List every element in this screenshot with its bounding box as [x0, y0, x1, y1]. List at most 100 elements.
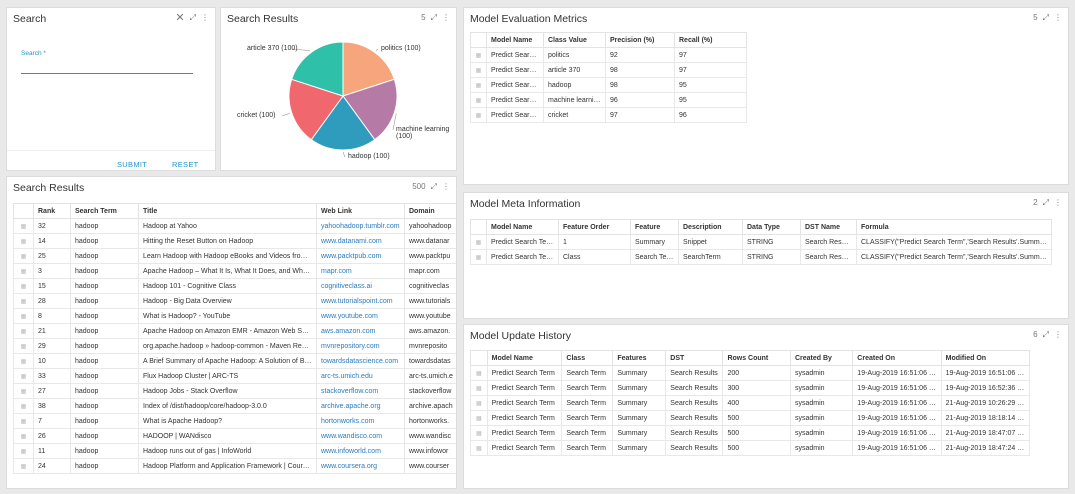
web-link[interactable]: archive.apache.org — [321, 402, 381, 410]
more-options-icon[interactable]: ⋮ — [201, 13, 209, 22]
row-select-handle[interactable]: ▦ — [13, 368, 34, 384]
web-link[interactable]: www.infoworld.com — [321, 447, 381, 455]
row-select-handle[interactable]: ▦ — [13, 383, 34, 399]
row-select-handle[interactable]: ▦ — [13, 278, 34, 294]
table-row[interactable]: ▦ Predict Search Term 1 Summary Snippet STRIN… — [470, 234, 1052, 250]
pie-slice[interactable] — [342, 41, 395, 97]
table-row[interactable]: ▦ 25 hadoop Learn Hadoop with Hadoop eBooks… — [13, 248, 456, 264]
table-row[interactable]: ▦ Predict Search Term Search Term Summary Se… — [470, 380, 1031, 396]
expand-icon[interactable]: ⤢ — [430, 13, 437, 22]
web-link[interactable]: www.tutorialspoint.com — [321, 297, 393, 305]
column-header[interactable]: Model Name — [486, 32, 544, 48]
table-row[interactable]: ▦ 7 hadoop What is Apache Hadoop? hortonwork… — [13, 413, 456, 429]
row-select-handle[interactable]: ▦ — [470, 62, 487, 78]
column-header[interactable]: Search Term — [70, 203, 139, 219]
table-row[interactable]: ▦ 24 hadoop Hadoop Platform and Application… — [13, 458, 456, 474]
table-row[interactable]: ▦ 10 hadoop A Brief Summary of Apache Hadoo… — [13, 353, 456, 369]
row-select-handle[interactable]: ▦ — [13, 248, 34, 264]
expand-icon[interactable]: ⤢ — [189, 13, 196, 22]
column-header[interactable]: Model Name — [486, 219, 559, 235]
submit-button[interactable]: SUBMIT — [117, 160, 148, 169]
web-link[interactable]: mvnrepository.com — [321, 342, 380, 350]
web-link[interactable]: www.youtube.com — [321, 312, 378, 320]
expand-icon[interactable]: ⤢ — [1042, 330, 1049, 339]
web-link[interactable]: hortonworks.com — [321, 417, 375, 425]
search-input[interactable] — [21, 60, 193, 74]
row-select-handle[interactable]: ▦ — [470, 249, 487, 265]
column-header[interactable]: Web Link — [316, 203, 405, 219]
web-link[interactable]: stackoverflow.com — [321, 387, 379, 395]
table-row[interactable]: ▦ 8 hadoop What is Hadoop? - YouTube www.you… — [13, 308, 456, 324]
table-row[interactable]: ▦ 11 hadoop Hadoop runs out of gas | InfoWo… — [13, 443, 456, 459]
table-row[interactable]: ▦ Predict Search Term Search Term Summary Se… — [470, 365, 1031, 381]
row-select-handle[interactable]: ▦ — [13, 413, 34, 429]
table-row[interactable]: ▦ 33 hadoop Flux Hadoop Cluster | ARC-TS arc… — [13, 368, 456, 384]
table-row[interactable]: ▦Predict Search Termhadoop9895 — [470, 77, 747, 93]
more-options-icon[interactable]: ⋮ — [442, 13, 450, 22]
row-select-handle[interactable]: ▦ — [470, 365, 488, 381]
column-header[interactable]: Title — [138, 203, 317, 219]
table-row[interactable]: ▦ 14 hadoop Hitting the Reset Button on Had… — [13, 233, 456, 249]
row-select-handle[interactable]: ▦ — [13, 398, 34, 414]
more-options-icon[interactable]: ⋮ — [442, 182, 450, 191]
web-link[interactable]: www.wandisco.com — [321, 432, 383, 440]
table-row[interactable]: ▦ 28 hadoop Hadoop - Big Data Overview www.t… — [13, 293, 456, 309]
table-row[interactable]: ▦ 29 hadoop org.apache.hadoop » hadoop-comm… — [13, 338, 456, 354]
row-select-handle[interactable]: ▦ — [13, 218, 34, 234]
column-header[interactable]: Modified On — [940, 350, 1031, 366]
column-header[interactable]: Class Value — [543, 32, 606, 48]
column-header[interactable]: Class — [561, 350, 614, 366]
table-row[interactable]: ▦ Predict Search Term Search Term Summary Se… — [470, 425, 1031, 441]
column-header[interactable]: Formula — [856, 219, 1052, 235]
table-row[interactable]: ▦Predict Search Termpolitics9297 — [470, 47, 747, 63]
table-row[interactable]: ▦ 27 hadoop Hadoop Jobs - Stack Overflow sta… — [13, 383, 456, 399]
table-row[interactable]: ▦ 15 hadoop Hadoop 101 - Cognitive Class cog… — [13, 278, 456, 294]
row-select-handle[interactable]: ▦ — [470, 380, 488, 396]
table-row[interactable]: ▦ 21 hadoop Apache Hadoop on Amazon EMR - A… — [13, 323, 456, 339]
table-row[interactable]: ▦ 3 hadoop Apache Hadoop – What It Is, What… — [13, 263, 456, 279]
web-link[interactable]: www.packtpub.com — [321, 252, 382, 260]
web-link[interactable]: www.datanami.com — [321, 237, 382, 245]
row-select-handle[interactable]: ▦ — [470, 234, 487, 250]
column-header[interactable]: Data Type — [742, 219, 801, 235]
column-header[interactable]: Created By — [789, 350, 854, 366]
column-header[interactable]: Feature — [630, 219, 679, 235]
expand-icon[interactable]: ⤢ — [1042, 13, 1049, 22]
row-select-handle[interactable]: ▦ — [13, 353, 34, 369]
column-header[interactable]: Features — [612, 350, 667, 366]
web-link[interactable]: yahoohadoop.tumblr.com — [321, 222, 400, 230]
pie-slice[interactable] — [310, 95, 376, 151]
row-select-handle[interactable]: ▦ — [470, 47, 487, 63]
row-select-handle[interactable]: ▦ — [470, 77, 487, 93]
row-select-handle[interactable]: ▦ — [13, 308, 34, 324]
row-select-handle[interactable]: ▦ — [470, 410, 488, 426]
table-row[interactable]: ▦Predict Search Termcricket9796 — [470, 107, 747, 123]
row-select-handle[interactable]: ▦ — [13, 233, 34, 249]
more-options-icon[interactable]: ⋮ — [1054, 198, 1062, 207]
pie-slice[interactable] — [291, 41, 344, 97]
column-header[interactable]: Created On — [852, 350, 942, 366]
web-link[interactable]: cognitiveclass.ai — [321, 282, 372, 290]
web-link[interactable]: mapr.com — [321, 267, 352, 275]
web-link[interactable]: arc-ts.umich.edu — [321, 372, 373, 380]
table-row[interactable]: ▦ Predict Search Term Search Term Summary Se… — [470, 410, 1031, 426]
column-header[interactable]: Description — [678, 219, 743, 235]
row-select-handle[interactable]: ▦ — [470, 395, 488, 411]
row-select-handle[interactable]: ▦ — [13, 293, 34, 309]
column-header[interactable]: Model Name — [486, 350, 563, 366]
column-header[interactable]: Recall (%) — [674, 32, 747, 48]
table-row[interactable]: ▦ 38 hadoop Index of /dist/hadoop/core/hado… — [13, 398, 456, 414]
row-select-handle[interactable]: ▦ — [470, 107, 487, 123]
expand-icon[interactable]: ⤢ — [430, 182, 437, 191]
row-select-handle[interactable]: ▦ — [13, 428, 34, 444]
table-row[interactable]: ▦ Predict Search Term Class Search Term Sear… — [470, 249, 1052, 265]
web-link[interactable]: aws.amazon.com — [321, 327, 376, 335]
close-icon[interactable]: ✕ — [175, 12, 185, 24]
web-link[interactable]: www.coursera.org — [321, 462, 378, 470]
row-select-handle[interactable]: ▦ — [470, 440, 488, 456]
row-select-handle[interactable]: ▦ — [470, 92, 487, 108]
row-select-handle[interactable]: ▦ — [13, 458, 34, 474]
column-header[interactable]: Precision (%) — [605, 32, 675, 48]
